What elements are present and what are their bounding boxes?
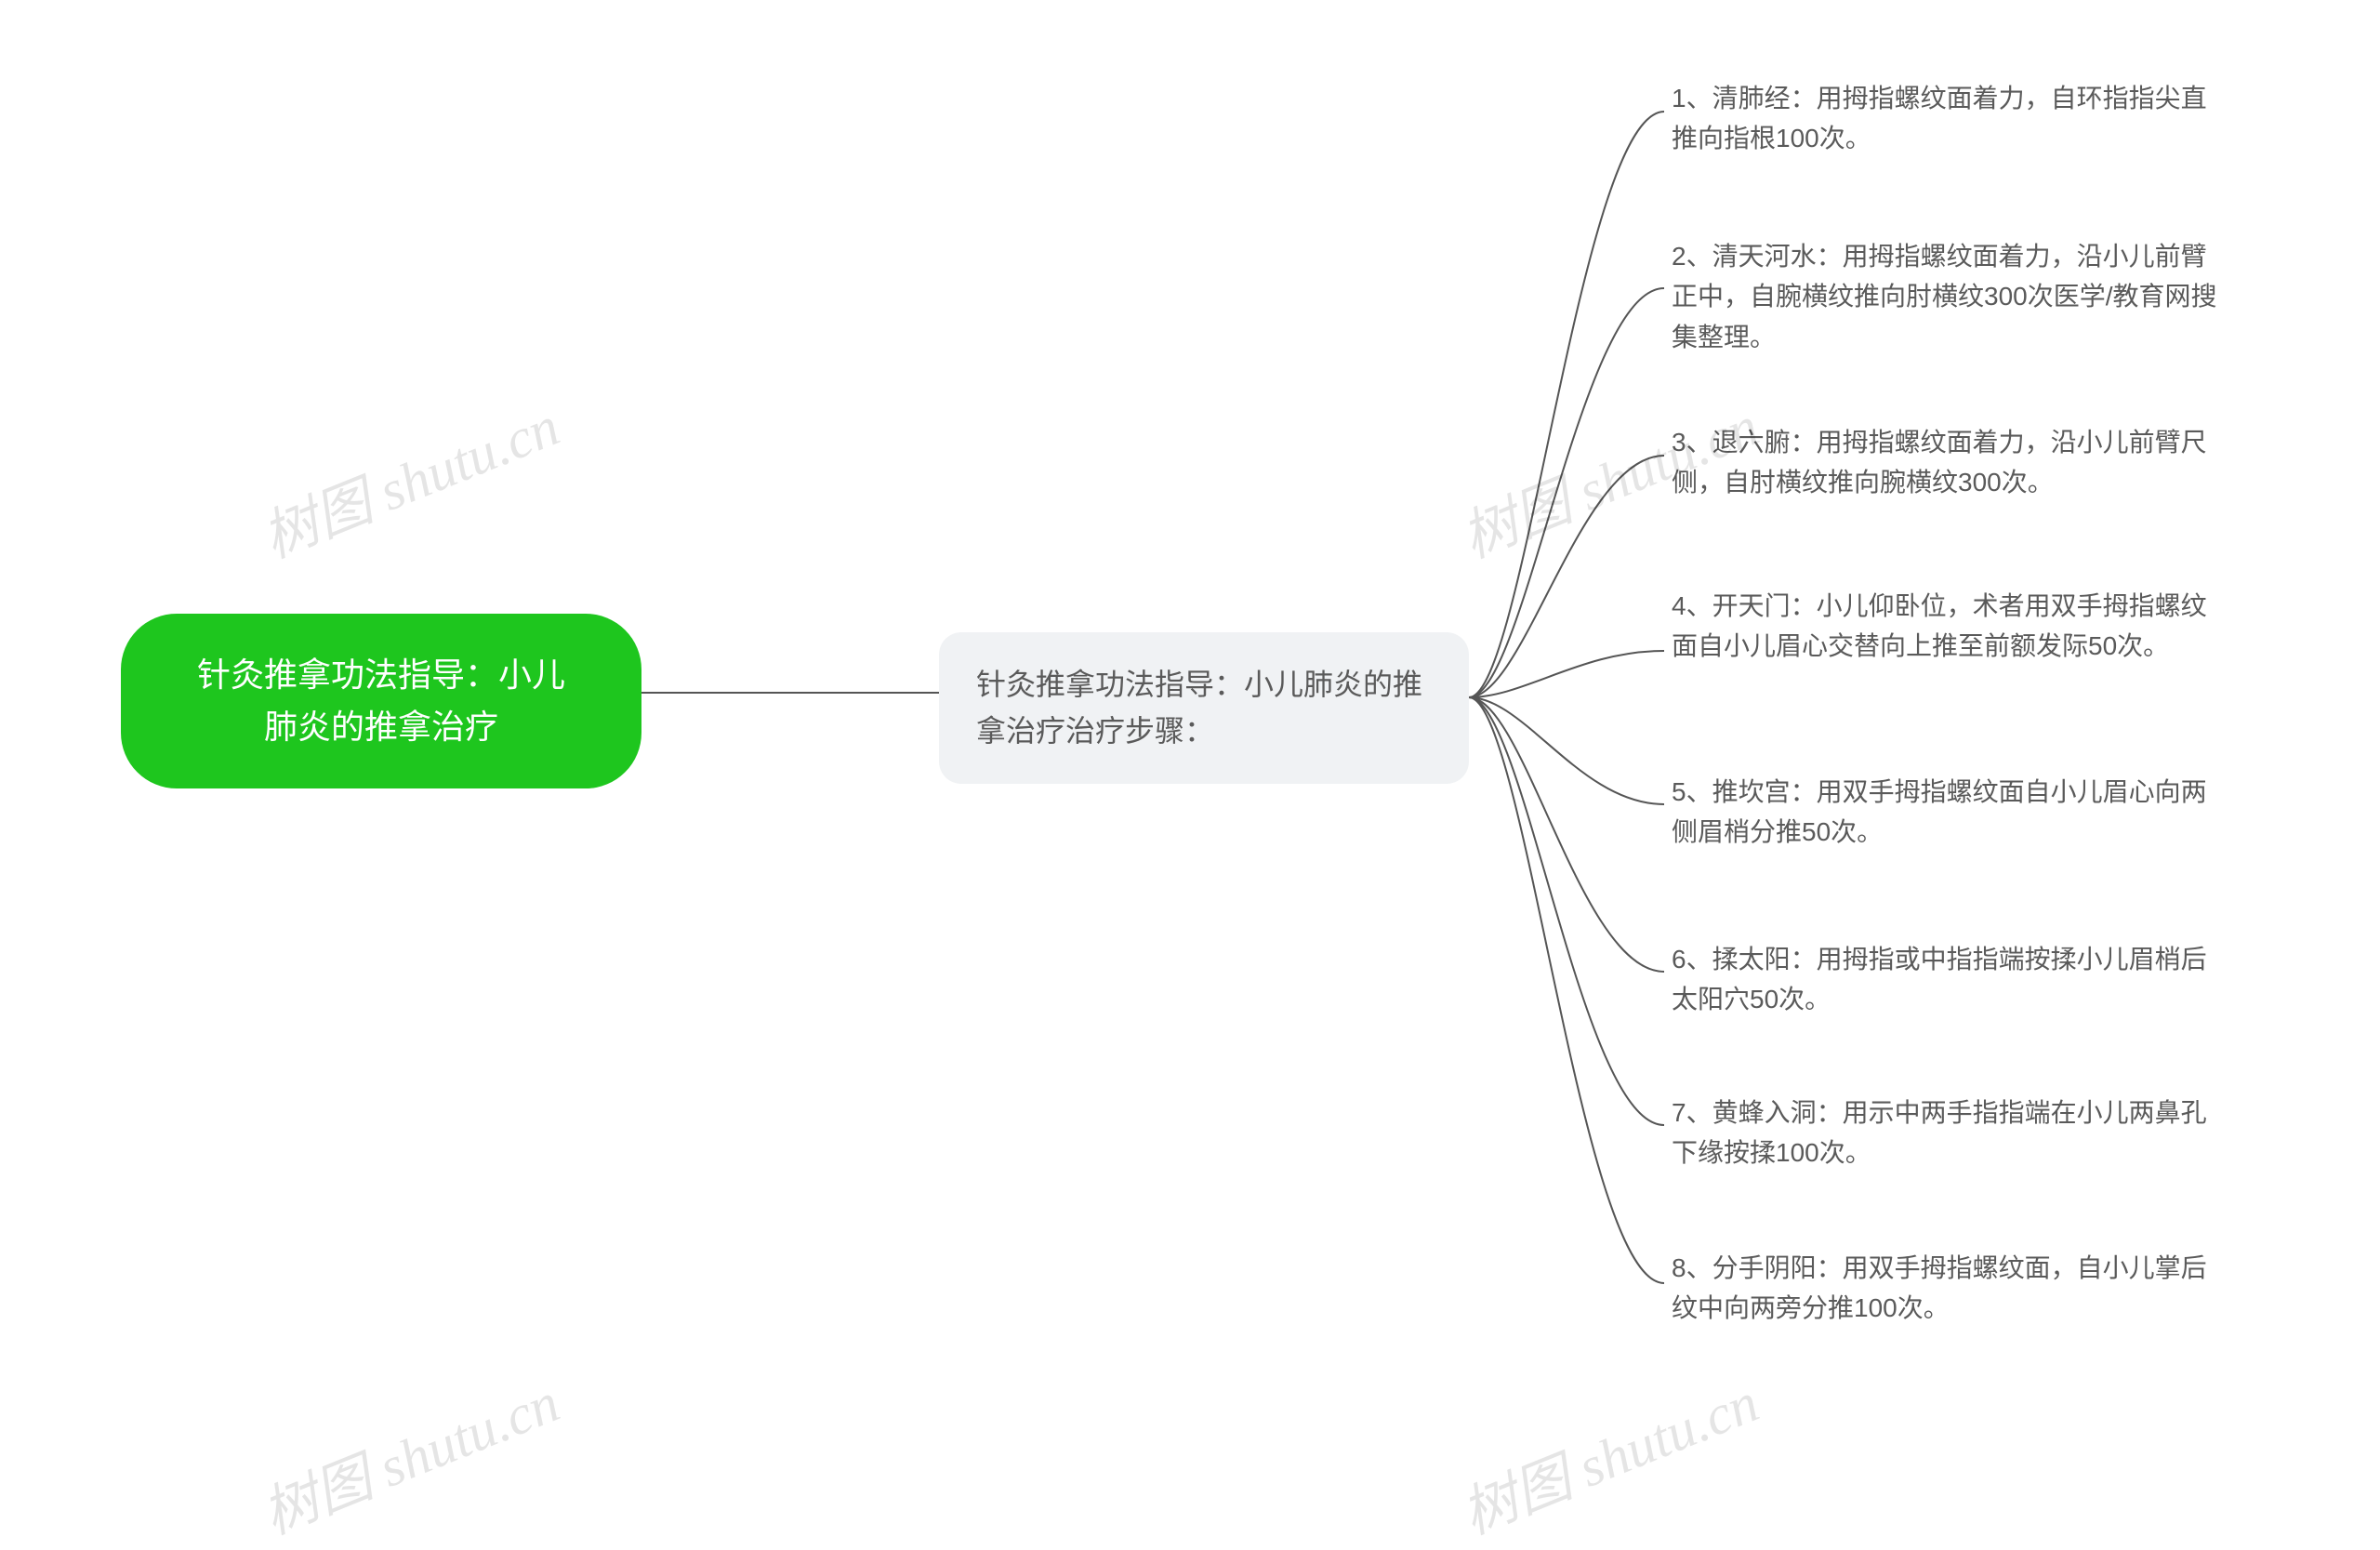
leaf-node: 8、分手阴阳：用双手拇指螺纹面，自小儿掌后纹中向两旁分推100次。 [1672,1248,2229,1329]
mindmap-canvas: 针灸推拿功法指导：小儿 肺炎的推拿治疗 针灸推拿功法指导：小儿肺炎的推 拿治疗治… [0,0,2380,1545]
leaf-node: 5、推坎宫：用双手拇指螺纹面自小儿眉心向两侧眉梢分推50次。 [1672,772,2229,853]
branch-node: 针灸推拿功法指导：小儿肺炎的推 拿治疗治疗步骤： [939,632,1469,784]
leaf-node: 3、退六腑：用拇指螺纹面着力，沿小儿前臂尺侧，自肘横纹推向腕横纹300次。 [1672,422,2229,503]
root-line2: 肺炎的推拿治疗 [264,708,498,746]
leaf-connector [1469,456,1664,697]
branch-line2: 拿治疗治疗步骤： [976,714,1214,748]
leaf-node: 1、清肺经：用拇指螺纹面着力，自环指指尖直推向指根100次。 [1672,78,2229,159]
branch-line1: 针灸推拿功法指导：小儿肺炎的推 [976,668,1422,701]
leaf-connector [1469,651,1664,697]
leaf-connectors [1469,112,1664,1283]
leaf-node: 7、黄蜂入洞：用示中两手指指端在小儿两鼻孔下缘按揉100次。 [1672,1093,2229,1173]
leaf-connector [1469,697,1664,1125]
watermark: 树图 shutu.cn [248,1358,569,1550]
leaf-node: 2、清天河水：用拇指螺纹面着力，沿小儿前臂正中，自腕横纹推向肘横纹300次医学/… [1672,236,2229,357]
root-node: 针灸推拿功法指导：小儿 肺炎的推拿治疗 [121,614,641,788]
leaf-connector [1469,112,1664,697]
leaf-connector [1469,697,1664,972]
leaf-connector [1469,288,1664,697]
watermark: 树图 shutu.cn [1448,1358,1768,1550]
root-line1: 针灸推拿功法指导：小儿 [197,656,565,694]
leaf-connector [1469,697,1664,804]
leaf-connector [1469,697,1664,1283]
watermark: 树图 shutu.cn [248,381,569,574]
leaf-node: 4、开天门：小儿仰卧位，术者用双手拇指螺纹面自小儿眉心交替向上推至前额发际50次… [1672,586,2229,667]
leaf-node: 6、揉太阳：用拇指或中指指端按揉小儿眉梢后太阳穴50次。 [1672,939,2229,1020]
